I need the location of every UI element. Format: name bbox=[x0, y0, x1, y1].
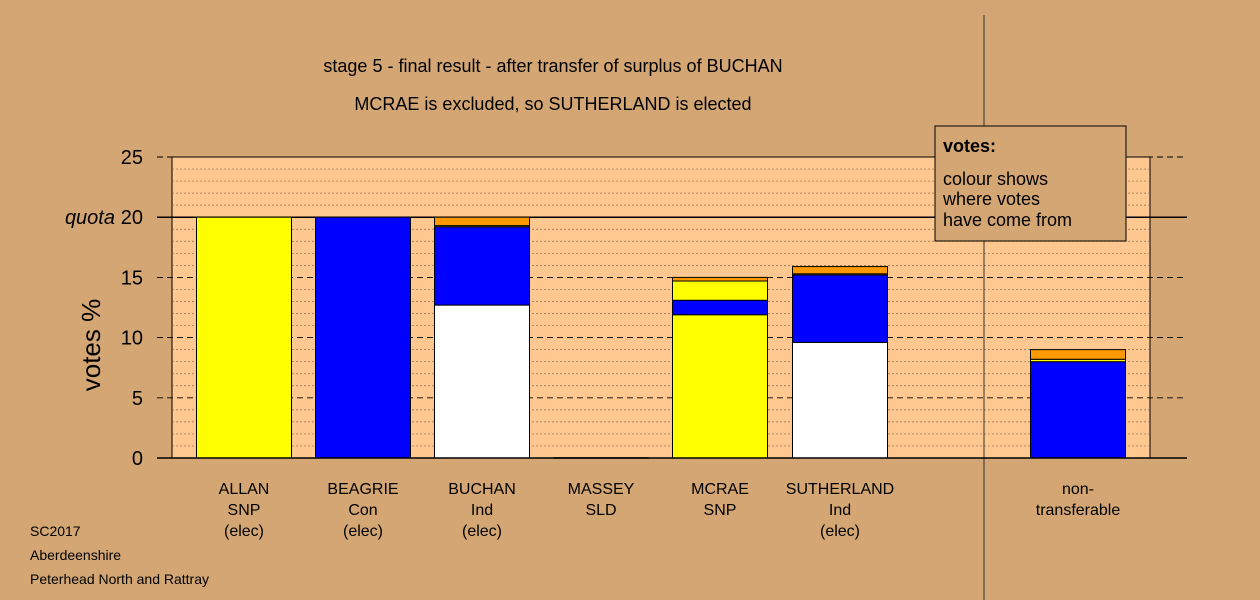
bar-segment bbox=[792, 274, 888, 343]
x-tick-label: (elec) bbox=[462, 523, 502, 540]
bar-segment bbox=[672, 314, 768, 459]
legend-line-2: where votes bbox=[942, 189, 1040, 209]
bars bbox=[196, 216, 1126, 459]
bar-segment bbox=[672, 280, 768, 301]
bar-segment bbox=[434, 216, 530, 227]
x-tick-label: Ind bbox=[829, 502, 851, 519]
legend: votes: colour shows where votes have com… bbox=[934, 125, 1127, 242]
bar-segment bbox=[434, 226, 530, 306]
bar-segment bbox=[672, 276, 768, 282]
x-tick-label: Ind bbox=[471, 502, 493, 519]
legend-title: votes: bbox=[943, 136, 996, 156]
x-tick-label: SNP bbox=[704, 502, 737, 519]
x-tick-label: BUCHAN bbox=[448, 481, 516, 498]
x-tick-label: transferable bbox=[1036, 502, 1121, 519]
x-tick-label: (elec) bbox=[224, 523, 264, 540]
legend-line-3: have come from bbox=[943, 210, 1072, 230]
y-axis-label: votes % bbox=[76, 299, 106, 392]
x-tick-label: Con bbox=[348, 502, 377, 519]
footer-election: SC2017 bbox=[30, 523, 81, 539]
bar-segment bbox=[315, 216, 411, 459]
bar-segment bbox=[434, 304, 530, 459]
chart-title: stage 5 - final result - after transfer … bbox=[323, 56, 782, 76]
bar-segment bbox=[1030, 349, 1126, 360]
footer: SC2017 Aberdeenshire Peterhead North and… bbox=[30, 523, 209, 587]
y-tick-label: 25 bbox=[121, 147, 143, 169]
legend-line-1: colour shows bbox=[943, 169, 1048, 189]
bar-segment bbox=[672, 299, 768, 316]
x-tick-label: SNP bbox=[228, 502, 261, 519]
chart-subtitle: MCRAE is excluded, so SUTHERLAND is elec… bbox=[354, 94, 751, 114]
legend-box bbox=[934, 125, 1127, 242]
y-tick-label: 10 bbox=[121, 328, 143, 350]
x-tick-label: SLD bbox=[585, 502, 616, 519]
y-tick-label: 15 bbox=[121, 267, 143, 289]
x-tick-label: (elec) bbox=[820, 523, 860, 540]
x-tick-label: non- bbox=[1062, 481, 1094, 498]
x-tick-label: ALLAN bbox=[219, 481, 270, 498]
x-axis-labels: ALLAN SNP (elec) BEAGRIE Con (elec) BUCHAN Ind (… bbox=[219, 481, 1121, 540]
footer-ward: Peterhead North and Rattray bbox=[30, 571, 209, 587]
quota-label: quota bbox=[65, 207, 115, 229]
footer-council: Aberdeenshire bbox=[30, 547, 121, 563]
x-tick-label: BEAGRIE bbox=[327, 481, 398, 498]
bar-segment bbox=[1030, 361, 1126, 459]
x-tick-label: MCRAE bbox=[691, 481, 749, 498]
y-tick-label: 5 bbox=[132, 388, 143, 410]
bar-segment bbox=[196, 216, 292, 459]
bar-segment bbox=[792, 266, 888, 275]
x-tick-label: SUTHERLAND bbox=[786, 481, 894, 498]
y-tick-label: 0 bbox=[132, 448, 143, 470]
y-tick-label: 20 bbox=[121, 207, 143, 229]
y-axis: 0 5 10 15 20 25 quota bbox=[65, 147, 143, 470]
bar-segment bbox=[792, 341, 888, 459]
x-tick-label: MASSEY bbox=[568, 481, 635, 498]
x-tick-label: (elec) bbox=[343, 523, 383, 540]
